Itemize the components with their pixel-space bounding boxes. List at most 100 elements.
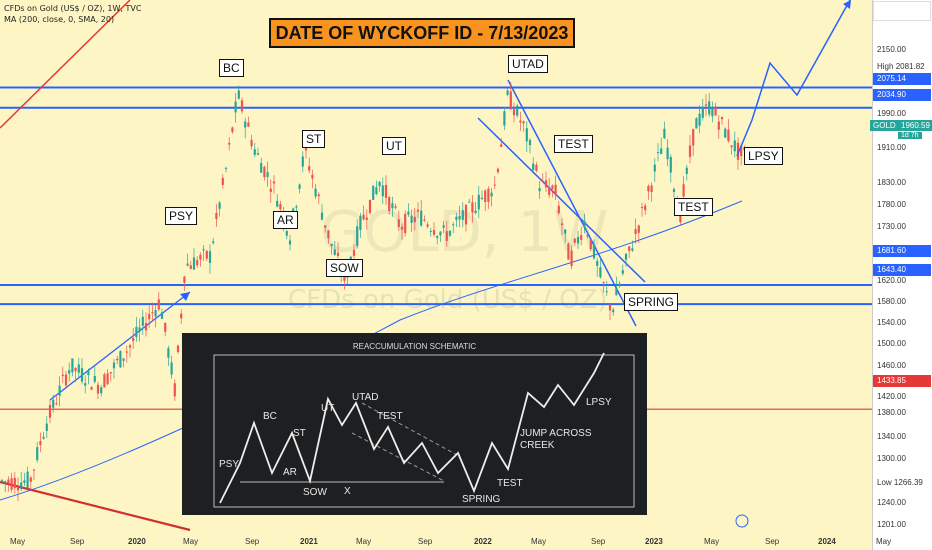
candle-body — [10, 478, 13, 490]
candle-body — [442, 225, 445, 228]
schematic-label-test-2: TEST — [497, 478, 523, 489]
candle-body — [589, 239, 592, 250]
candle-body — [653, 164, 656, 172]
time-tick: Sep — [591, 537, 606, 546]
candle-body — [647, 185, 650, 192]
candle-body — [400, 226, 404, 230]
candle-body — [106, 373, 109, 385]
candle-body — [164, 322, 167, 332]
price-axis[interactable]: 2150.00 High 2081.82 2075.14 2034.90 199… — [872, 0, 932, 550]
candle-body — [416, 209, 420, 212]
candle-body — [586, 235, 589, 237]
candle-body — [202, 249, 205, 251]
candle-body — [52, 399, 55, 408]
candle-body — [141, 316, 144, 326]
candle-body — [192, 257, 196, 270]
candle-body — [669, 157, 672, 173]
candle-body — [240, 100, 244, 112]
candle-body — [221, 177, 224, 185]
support-arrow-line — [49, 291, 191, 401]
candle-body — [103, 374, 106, 388]
candle-body — [567, 243, 570, 260]
candle-body — [493, 184, 496, 186]
candle-body — [458, 215, 461, 220]
candle-body — [672, 189, 676, 193]
last-price-value: 1960.59 — [898, 120, 932, 131]
chart-symbol-title[interactable]: CFDs on Gold (US$ / OZ), 1W, TVC — [4, 4, 142, 13]
schematic-label-ar: AR — [283, 467, 297, 478]
candle-body — [506, 90, 509, 95]
label-spring: SPRING — [624, 293, 679, 311]
ma-indicator-label[interactable]: MA (200, close, 0, SMA, 20) — [4, 15, 115, 24]
candle-body — [695, 118, 698, 129]
last-price-tag: GOLD 1960.59 1d 7h — [870, 120, 932, 139]
high-value: 2081.82 — [895, 62, 925, 71]
candle-body — [288, 240, 292, 245]
candle-body — [304, 146, 308, 151]
price-tick: 1420.00 — [877, 392, 906, 401]
candle-body — [330, 243, 333, 247]
schematic-label-utad: UTAD — [352, 392, 379, 403]
candle-body — [74, 368, 77, 371]
label-ut: UT — [382, 137, 406, 155]
candle-body — [212, 241, 215, 244]
candle-body — [525, 128, 528, 142]
price-tick: 1540.00 — [877, 318, 906, 327]
candle-body — [311, 174, 314, 179]
candle-body — [77, 364, 80, 373]
candle-body — [250, 140, 253, 147]
candle-body — [512, 109, 516, 116]
candle-body — [64, 374, 68, 386]
candle-body — [474, 210, 477, 213]
candle-body — [608, 304, 612, 311]
candle-body — [96, 384, 100, 394]
candle-body — [36, 447, 39, 461]
candle-body — [13, 477, 16, 489]
candle-body — [560, 223, 564, 226]
schematic-label-spring: SPRING — [462, 494, 501, 505]
watermark-small: CFDs on Gold (US$ / OZ) — [288, 285, 608, 315]
candle-body — [618, 283, 621, 287]
price-tick: 1201.00 — [877, 520, 906, 529]
price-chart[interactable] — [0, 0, 872, 550]
axis-settings-box[interactable] — [873, 1, 931, 21]
candle-body — [682, 184, 685, 197]
candle-body — [314, 188, 317, 197]
ma-200-line — [0, 200, 743, 501]
candle-body — [352, 250, 356, 256]
candle-body — [656, 152, 660, 154]
candle-body — [359, 215, 362, 230]
candle-body — [308, 166, 311, 171]
time-tick: May — [183, 537, 199, 546]
last-price-symbol: GOLD — [870, 120, 899, 131]
candle-body — [688, 145, 692, 157]
candle-body — [637, 225, 640, 233]
candle-body — [151, 312, 154, 314]
candle-body — [170, 362, 173, 375]
candle-body — [324, 225, 327, 228]
level-tag-2075: 2075.14 — [873, 73, 931, 85]
candle-body — [26, 471, 29, 488]
channel-line-lower — [477, 117, 646, 283]
candle-body — [167, 348, 170, 358]
candle-body — [372, 185, 375, 200]
candle-body — [375, 187, 378, 195]
candle-body — [84, 383, 87, 386]
wyckoff-banner: DATE OF WYCKOFF ID - 7/13/2023 — [269, 18, 575, 48]
price-tick: 2150.00 — [877, 45, 906, 54]
candle-body — [640, 207, 644, 209]
schematic-label-x: X — [344, 486, 351, 497]
candle-body — [624, 253, 628, 260]
time-tick: 2021 — [300, 537, 318, 546]
candle-body — [4, 481, 7, 483]
projection-arrow-head — [843, 0, 851, 9]
candle-body — [708, 101, 711, 115]
candle-body — [580, 235, 583, 240]
candle-body — [554, 184, 557, 196]
candle-body — [685, 167, 688, 174]
time-tick: 2022 — [474, 537, 492, 546]
candle-body — [112, 362, 116, 369]
candle-body — [231, 127, 234, 133]
candle-body — [263, 166, 266, 178]
